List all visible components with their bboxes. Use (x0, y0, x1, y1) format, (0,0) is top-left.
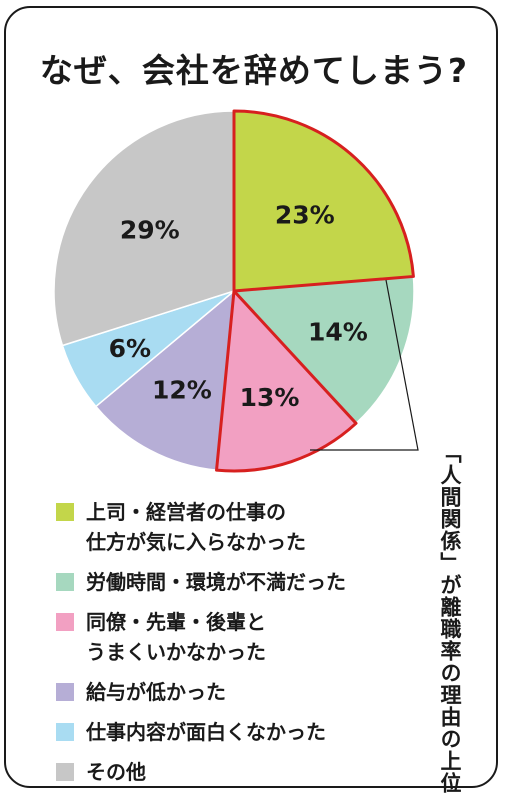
legend-swatch (56, 573, 74, 591)
pie-slice-4 (94, 289, 235, 471)
legend-label-line: 仕事内容が面白くなかった (86, 720, 326, 744)
annotation-note: 「人間関係」が離職率の理由の上位 (438, 442, 462, 794)
legend-label-line: 労働時間・環境が不満だった (86, 570, 346, 594)
legend-item-1: 上司・経営者の仕事の 仕方が気に入らなかった (56, 497, 418, 557)
slice-value-label-1: 23% (275, 200, 335, 229)
legend-label-line: 給与が低かった (86, 680, 226, 704)
slice-value-label-5: 6% (109, 334, 151, 363)
slice-value-label-3: 13% (240, 383, 300, 412)
legend-item-4: 給与が低かった (56, 677, 418, 707)
legend-swatch (56, 503, 74, 521)
pie-slice-6 (53, 110, 235, 347)
legend-item-6: その他 (56, 757, 418, 787)
legend-item-3: 同僚・先輩・後輩と うまくいかなかった (56, 607, 418, 667)
slice-value-label-6: 29% (120, 215, 180, 244)
chart-title: なぜ、会社を辞めてしまう? (39, 51, 469, 90)
slice-value-label-2: 14% (308, 318, 368, 347)
legend-label-line: 上司・経営者の仕事の (86, 500, 286, 524)
pie-slice-highlight-3 (215, 289, 358, 473)
legend-swatch (56, 683, 74, 701)
legend-item-5: 仕事内容が面白くなかった (56, 717, 418, 747)
pie-slice-2 (232, 275, 415, 425)
legend-label-line: 仕方が気に入らなかった (86, 530, 306, 554)
annotation-leader-line (310, 279, 419, 451)
pie-slice-highlight-1 (232, 109, 415, 293)
legend-swatch (56, 613, 74, 631)
legend-label-line: 同僚・先輩・後輩と (86, 610, 266, 634)
legend-label-line: うまくいかなかった (86, 640, 266, 664)
legend-item-2: 労働時間・環境が不満だった (56, 567, 418, 597)
legend-swatch (56, 763, 74, 781)
legend-label-line: その他 (86, 760, 146, 784)
slice-value-label-4: 12% (152, 376, 212, 405)
legend-swatch (56, 723, 74, 741)
chart-legend: 上司・経営者の仕事の 仕方が気に入らなかった 労働時間・環境が不満だった 同僚・先輩・… (56, 497, 418, 797)
